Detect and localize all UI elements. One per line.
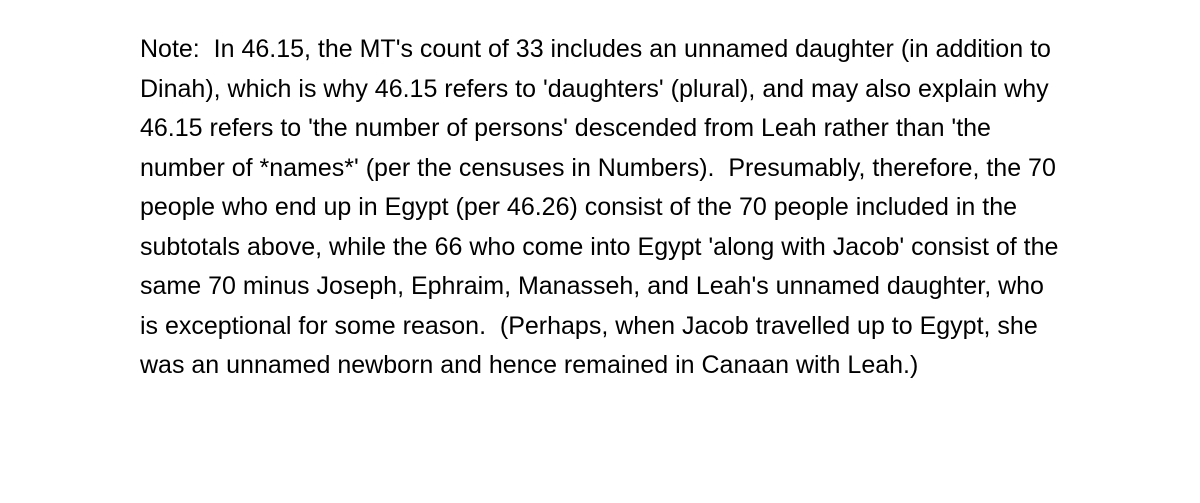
note-paragraph: Note: In 46.15, the MT's count of 33 inc… (140, 30, 1060, 386)
